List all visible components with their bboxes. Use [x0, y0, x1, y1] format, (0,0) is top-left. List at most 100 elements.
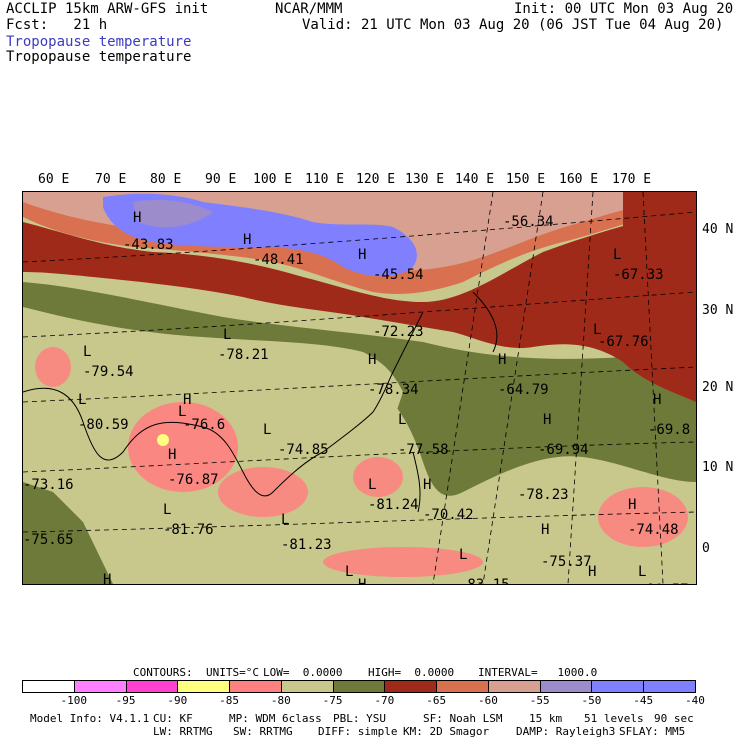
levels-info: 51 levels	[584, 712, 644, 725]
legend-swatch	[73, 680, 127, 693]
temperature-value: -78.21	[218, 347, 269, 363]
legend-tick: -50	[581, 694, 602, 707]
units-label: UNITS=°C	[206, 666, 259, 679]
temperature-value: -74.48	[628, 522, 679, 538]
asia-south-coast	[23, 311, 424, 497]
legend-swatch	[177, 680, 231, 693]
low-marker: L	[178, 404, 186, 420]
legend-tick: -70	[374, 694, 395, 707]
yellow-spot	[157, 434, 169, 446]
damp-info: DAMP: Rayleigh3	[516, 725, 616, 738]
longitude-label: 170 E	[612, 172, 652, 187]
temperature-value: -75.37	[541, 554, 592, 570]
low-marker: L	[459, 547, 467, 563]
high-marker: H	[243, 232, 251, 248]
philippines-coast	[412, 451, 421, 513]
lon-line-160	[567, 192, 594, 584]
lilac-region	[133, 200, 213, 228]
high-marker: H	[133, 210, 141, 226]
lw-info: LW: RRTMG	[153, 725, 213, 738]
tropopause-temperature-map: H -43.83 H -48.41 H -45.54 -56.34 L -67.33 L -79.5…	[22, 191, 697, 585]
lon-line-150	[482, 192, 544, 584]
graticule	[23, 192, 696, 584]
latitude-label: 20 N	[702, 380, 734, 395]
temperature-value: -56.34	[503, 214, 554, 230]
high-marker: H	[588, 564, 596, 580]
low-marker: L	[281, 512, 289, 528]
lat-line-40	[23, 211, 696, 263]
temperature-value: -67.76	[598, 334, 649, 350]
forecast-hour: Fcst: 21 h	[6, 17, 108, 33]
pink-patch-scs	[353, 457, 403, 497]
lat-line-20	[23, 366, 696, 403]
legend-swatch	[332, 680, 386, 693]
legend-swatch	[22, 680, 75, 693]
temperature-value: -69.8	[648, 422, 690, 438]
pink-patch-south	[323, 547, 483, 577]
high-marker: H	[653, 392, 661, 408]
temperature-value: -76.87	[168, 472, 219, 488]
low-marker: L	[83, 344, 91, 360]
low-marker: L	[163, 502, 171, 518]
contours-label: CONTOURS:	[133, 666, 193, 679]
legend-tick: -100	[60, 694, 88, 707]
center-label: NCAR/MMM	[275, 1, 343, 17]
temperature-value: -77.58	[398, 442, 449, 458]
temperature-value: -79.54	[83, 364, 134, 380]
low-marker: L	[638, 564, 646, 580]
longitude-label: 140 E	[455, 172, 495, 187]
longitude-label: 120 E	[356, 172, 396, 187]
pink-patch-pacific	[598, 487, 688, 547]
dark-red-band	[23, 207, 696, 402]
longitude-label: 70 E	[95, 172, 127, 187]
temperature-value: -70.42	[423, 507, 474, 523]
lon-line-140	[432, 192, 494, 584]
legend-swatch	[436, 680, 489, 693]
temperature-value: -83.15	[459, 577, 510, 584]
legend-swatch	[487, 680, 541, 693]
lat-line-0	[23, 511, 696, 533]
legend-tick: -85	[219, 694, 239, 707]
low-marker: L	[263, 422, 271, 438]
pbl-info: PBL: YSU	[333, 712, 386, 725]
legend-tick: -55	[529, 694, 550, 707]
field-title-blue: Tropopause temperature	[6, 34, 192, 50]
map-svg: H-43.83 H-48.41 H-45.54-56.34L-67.33L-79.5…	[23, 192, 696, 584]
low-marker: L	[223, 327, 231, 343]
temperature-value: -76.6	[183, 417, 225, 433]
model-title: ACCLIP 15km ARW-GFS init	[6, 1, 209, 17]
init-time: Init: 00 UTC Mon 03 Aug 20	[514, 1, 734, 17]
sw-info: SW: RRTMG	[233, 725, 293, 738]
legend-tick: -45	[633, 694, 654, 707]
valid-time: Valid: 21 UTC Mon 03 Aug 20 (06 JST Tue …	[302, 17, 724, 33]
legend-swatch	[280, 680, 334, 693]
legend-tick: -65	[426, 694, 447, 707]
dark-olive-band	[23, 282, 696, 496]
longitude-label: 80 E	[150, 172, 182, 187]
legend-tick: -75	[322, 694, 343, 707]
temperature-value: -67.33	[613, 267, 664, 283]
color-legend	[22, 680, 696, 693]
temperature-value: -73.16	[23, 477, 74, 493]
resolution-info: 15 km	[529, 712, 563, 725]
low-marker: L	[398, 412, 406, 428]
dark-red-region-east	[623, 192, 696, 392]
temperature-value: -45.54	[373, 267, 424, 283]
cu-info: CU: KF	[153, 712, 193, 725]
temperature-value: -48.41	[253, 252, 304, 268]
diff-info: DIFF: simple	[318, 725, 398, 738]
legend-swatch	[384, 680, 438, 693]
temperature-value: -80.59	[78, 417, 129, 433]
legend-swatch	[539, 680, 593, 693]
longitude-label: 150 E	[506, 172, 546, 187]
legend-tick: -80	[270, 694, 291, 707]
light-olive-region-mid	[23, 307, 403, 422]
high-marker: H	[498, 352, 506, 368]
sf-info: SF: Noah LSM	[423, 712, 503, 725]
legend-tick: -90	[167, 694, 188, 707]
low-label: LOW= 0.0000	[263, 666, 343, 679]
temperature-value: -72.23	[373, 324, 424, 340]
high-marker: H	[543, 412, 551, 428]
lat-line-30	[23, 291, 696, 338]
sflay-info: SFLAY: MM5	[619, 725, 686, 738]
